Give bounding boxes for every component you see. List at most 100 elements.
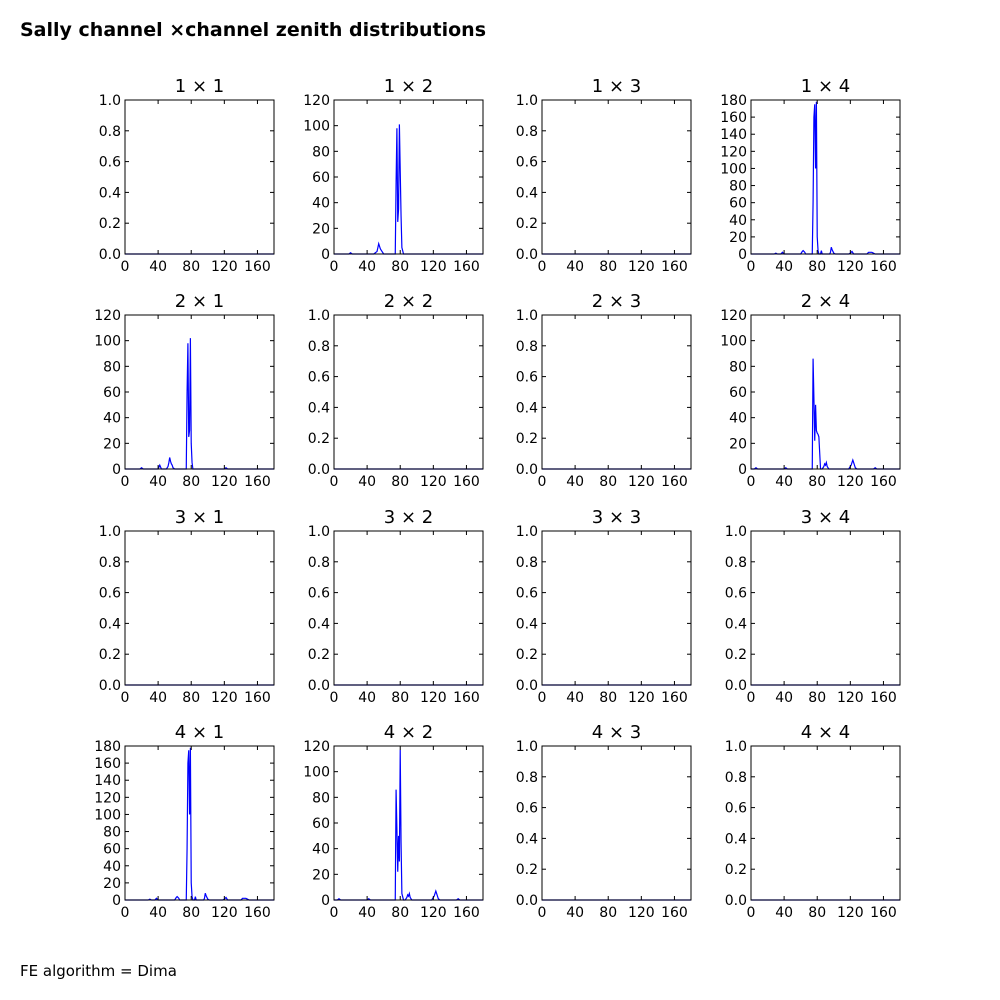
subplot-panel: 3 × 1 0 40 80 120 160 0.0 0.2 0.4 0.6 0.8 1.0 bbox=[99, 507, 275, 706]
y-tick-label: 0.2 bbox=[99, 216, 121, 232]
x-tick-label: 0 bbox=[121, 474, 130, 490]
y-tick-label: 100 bbox=[720, 334, 747, 350]
x-tick-label: 40 bbox=[566, 259, 584, 275]
y-tick-label: 40 bbox=[312, 196, 330, 212]
y-tick-label: 0.4 bbox=[516, 831, 538, 847]
subplot-panel: 3 × 4 0 40 80 120 160 0.0 0.2 0.4 0.6 0.8 1.0 bbox=[725, 507, 901, 706]
x-tick-label: 0 bbox=[747, 905, 756, 921]
y-tick-label: 0.8 bbox=[99, 124, 121, 140]
y-tick-label: 60 bbox=[729, 385, 747, 401]
axes-frame bbox=[333, 745, 484, 901]
y-tick-label: 40 bbox=[729, 213, 747, 229]
y-tick-label: 0.8 bbox=[99, 555, 121, 571]
x-tick-label: 40 bbox=[149, 905, 167, 921]
axes-frame bbox=[124, 99, 275, 255]
x-tick-label: 160 bbox=[870, 259, 897, 275]
y-tick-label: 80 bbox=[729, 179, 747, 195]
subplot-title: 1 × 1 bbox=[175, 76, 224, 97]
x-tick-label: 0 bbox=[330, 905, 339, 921]
subplot-panel: 3 × 2 0 40 80 120 160 0.0 0.2 0.4 0.6 0.8 1.0 bbox=[308, 507, 484, 706]
subplot-title: 4 × 4 bbox=[801, 722, 850, 743]
y-tick-label: 0.0 bbox=[516, 893, 538, 909]
y-tick-label: 120 bbox=[720, 144, 747, 160]
x-tick-label: 40 bbox=[775, 474, 793, 490]
y-tick-label: 0.4 bbox=[725, 831, 747, 847]
x-tick-label: 0 bbox=[538, 474, 547, 490]
x-tick-label: 160 bbox=[661, 474, 688, 490]
axes-frame bbox=[541, 530, 692, 686]
y-tick-label: 20 bbox=[312, 867, 330, 883]
subplot-title: 4 × 1 bbox=[175, 722, 224, 743]
y-tick-label: 100 bbox=[94, 334, 121, 350]
y-tick-label: 80 bbox=[312, 790, 330, 806]
subplot-title: 2 × 2 bbox=[384, 291, 433, 312]
y-tick-label: 0.2 bbox=[725, 647, 747, 663]
y-tick-label: 180 bbox=[720, 93, 747, 109]
x-tick-label: 80 bbox=[599, 474, 617, 490]
y-tick-label: 140 bbox=[94, 773, 121, 789]
x-tick-label: 160 bbox=[661, 690, 688, 706]
y-tick-label: 0.2 bbox=[516, 862, 538, 878]
x-tick-label: 80 bbox=[182, 474, 200, 490]
y-tick-label: 0.6 bbox=[308, 586, 330, 602]
x-tick-label: 80 bbox=[599, 259, 617, 275]
y-tick-label: 80 bbox=[103, 825, 121, 841]
data-line bbox=[751, 358, 900, 470]
y-tick-label: 0.6 bbox=[99, 586, 121, 602]
subplot-title: 3 × 2 bbox=[384, 507, 433, 528]
x-tick-label: 120 bbox=[837, 259, 864, 275]
axes-frame bbox=[750, 530, 901, 686]
x-tick-label: 160 bbox=[244, 690, 271, 706]
x-tick-label: 40 bbox=[149, 474, 167, 490]
y-tick-label: 0.4 bbox=[516, 400, 538, 416]
y-tick-label: 0.4 bbox=[725, 616, 747, 632]
y-tick-label: 1.0 bbox=[516, 524, 538, 540]
y-tick-label: 0.2 bbox=[725, 862, 747, 878]
y-tick-label: 0 bbox=[738, 247, 747, 263]
y-tick-label: 0.4 bbox=[99, 616, 121, 632]
y-tick-label: 100 bbox=[303, 765, 330, 781]
x-tick-label: 80 bbox=[599, 905, 617, 921]
x-tick-label: 40 bbox=[149, 690, 167, 706]
x-tick-label: 120 bbox=[837, 474, 864, 490]
subplot-panel: 2 × 1 0 40 80 120 160 0 20 40 60 80 100 120 bbox=[94, 291, 275, 490]
figure-title: Sally channel ×channel zenith distributi… bbox=[20, 19, 487, 41]
subplot-panel: 4 × 3 0 40 80 120 160 0.0 0.2 0.4 0.6 0.8 1.0 bbox=[516, 722, 692, 921]
subplot-title: 3 × 1 bbox=[175, 507, 224, 528]
x-tick-label: 80 bbox=[182, 259, 200, 275]
subplot-title: 3 × 4 bbox=[801, 507, 850, 528]
y-tick-label: 160 bbox=[94, 756, 121, 772]
subplot-panel: 4 × 4 0 40 80 120 160 0.0 0.2 0.4 0.6 0.8 1.0 bbox=[725, 722, 901, 921]
y-tick-label: 40 bbox=[103, 411, 121, 427]
subplot-title: 1 × 4 bbox=[801, 76, 850, 97]
y-tick-label: 0.8 bbox=[725, 770, 747, 786]
y-tick-label: 20 bbox=[103, 436, 121, 452]
y-tick-label: 120 bbox=[94, 790, 121, 806]
x-tick-label: 120 bbox=[211, 474, 238, 490]
x-tick-label: 80 bbox=[808, 905, 826, 921]
x-tick-label: 40 bbox=[566, 905, 584, 921]
data-line bbox=[125, 338, 274, 470]
y-tick-label: 0.8 bbox=[516, 124, 538, 140]
data-line bbox=[334, 124, 483, 255]
axes-frame bbox=[124, 530, 275, 686]
x-tick-label: 0 bbox=[538, 259, 547, 275]
y-tick-label: 1.0 bbox=[516, 308, 538, 324]
axes-frame bbox=[541, 745, 692, 901]
x-tick-label: 40 bbox=[775, 259, 793, 275]
x-tick-label: 160 bbox=[244, 474, 271, 490]
y-tick-label: 0.0 bbox=[516, 462, 538, 478]
y-tick-label: 40 bbox=[103, 859, 121, 875]
subplot-panel: 4 × 2 0 40 80 120 160 0 20 40 60 80 100 120 bbox=[303, 722, 484, 921]
axes-frame bbox=[333, 530, 484, 686]
y-tick-label: 0.2 bbox=[516, 647, 538, 663]
x-tick-label: 120 bbox=[420, 259, 447, 275]
x-tick-label: 40 bbox=[566, 690, 584, 706]
y-tick-label: 0.0 bbox=[516, 247, 538, 263]
y-tick-label: 40 bbox=[729, 411, 747, 427]
data-line bbox=[334, 749, 483, 901]
y-tick-label: 0.8 bbox=[725, 555, 747, 571]
subplot-panel: 2 × 4 0 40 80 120 160 0 20 40 60 80 100 120 bbox=[720, 291, 901, 490]
y-tick-label: 0.4 bbox=[99, 185, 121, 201]
